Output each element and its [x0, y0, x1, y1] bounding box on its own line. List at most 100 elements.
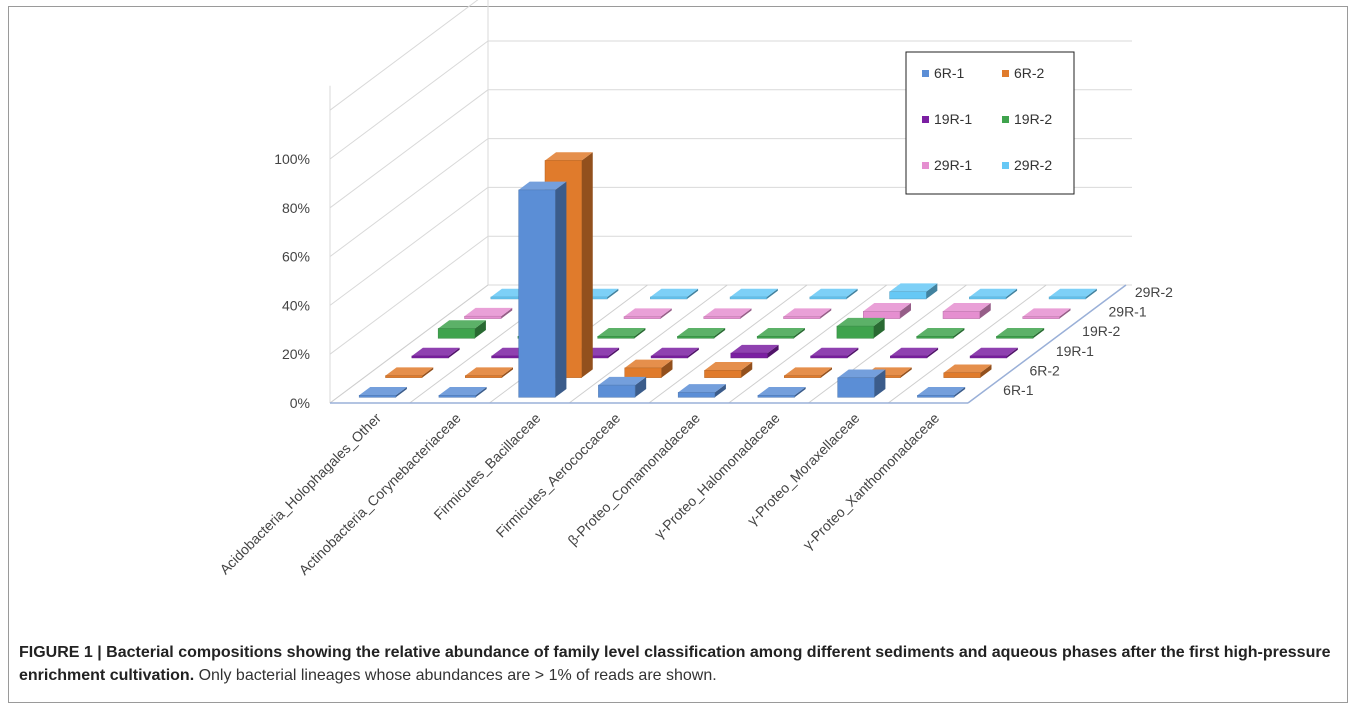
depth-tick-label: 6R-2	[1030, 363, 1061, 379]
depth-axis-labels: 6R-1 6R-2 19R-1 19R-2 29R-1 29R-2	[1003, 284, 1173, 398]
legend-label: 6R-1	[934, 65, 965, 81]
bar-side	[474, 320, 486, 339]
bar-6R-1	[518, 181, 567, 398]
bar-29R-1	[863, 303, 911, 319]
bar-side	[687, 347, 699, 358]
depth-axis-line	[967, 284, 1127, 404]
bar-29R-2	[1048, 288, 1097, 300]
bar-top	[438, 320, 486, 329]
gridline	[329, 186, 1132, 306]
bar-19R-1	[810, 347, 859, 359]
bar-side	[634, 328, 646, 339]
bar-side	[422, 367, 434, 378]
bar-6R-1	[757, 387, 806, 398]
bar-29R-2	[969, 288, 1018, 300]
bar-front	[730, 352, 768, 359]
bar-side	[927, 347, 939, 358]
bar-6R-1	[677, 384, 726, 398]
depth-tick-label: 29R-1	[1109, 304, 1147, 320]
bar-19R-2	[756, 328, 805, 339]
chart-floor	[329, 284, 1127, 404]
bar-front	[809, 296, 847, 300]
bar-front	[729, 296, 768, 300]
bar-top	[465, 367, 513, 376]
bar-front	[889, 291, 927, 300]
bar-front	[358, 395, 397, 398]
bar-front	[598, 384, 636, 398]
bar-29R-2	[729, 288, 778, 300]
y-tick-label: 80%	[282, 200, 310, 216]
bar-top	[916, 328, 965, 337]
bar-side	[501, 367, 513, 378]
legend-swatch	[1002, 70, 1009, 77]
bar-top	[704, 362, 753, 371]
bar-side	[926, 283, 938, 299]
bar-top	[943, 303, 991, 312]
bar-top	[996, 328, 1045, 337]
bar-front	[836, 325, 874, 339]
bar-top	[624, 359, 673, 368]
bar-side	[1006, 347, 1018, 358]
floor-gridline	[329, 284, 489, 404]
bar-front	[438, 395, 476, 398]
bar-top	[438, 387, 487, 396]
bar-top	[411, 347, 460, 356]
bar-top	[359, 387, 407, 396]
bar-top	[464, 307, 513, 317]
bar-side	[873, 317, 885, 339]
bar-side	[900, 367, 912, 378]
bar-front	[411, 355, 449, 359]
bar-side	[714, 328, 726, 339]
y-tick-label: 0%	[290, 395, 310, 411]
bar-front	[650, 355, 689, 359]
depth-tick-label: 19R-1	[1056, 343, 1094, 359]
floor-gridline	[568, 284, 728, 404]
bar-front	[518, 189, 556, 398]
x-tick-label: γ-Proteo_Xanthomonadaceae	[799, 410, 942, 553]
bar-top	[836, 317, 885, 327]
bar-side	[1059, 308, 1071, 319]
bar-side	[953, 328, 965, 339]
caption-title: FIGURE 1 | Bacterial compositions showin…	[19, 644, 1331, 684]
chart-legend: 6R-1 6R-2 19R-1 19R-2 29R-1 29R-2	[905, 51, 1075, 195]
legend-swatch	[922, 70, 929, 77]
bar-top	[545, 152, 593, 161]
bar-side	[1033, 328, 1045, 339]
bar-top	[890, 347, 939, 356]
bar-top	[597, 328, 646, 337]
caption-text: Only bacterial lineages whose abundances…	[194, 667, 717, 684]
bar-6R-2	[385, 367, 434, 378]
bar-side	[660, 308, 672, 319]
bar-side	[980, 364, 992, 378]
bar-side	[846, 288, 858, 299]
bar-6R-2	[704, 362, 753, 378]
bar-19R-1	[890, 347, 939, 359]
bar-top	[757, 328, 805, 337]
bar-front	[916, 336, 954, 339]
bar-6R-2	[465, 367, 513, 378]
bar-29R-1	[703, 308, 752, 319]
bar-19R-1	[411, 347, 460, 359]
bar-front	[1048, 296, 1087, 300]
bar-front	[677, 392, 716, 398]
bar-side	[741, 362, 753, 378]
chart-bars	[358, 152, 1097, 398]
x-axis-labels: Acidobacteria_Holophagales_OtherActinoba…	[216, 410, 942, 578]
bar-side	[766, 288, 778, 299]
bar-top	[703, 308, 752, 317]
floor-gridline	[648, 284, 808, 404]
bar-front	[623, 316, 661, 319]
y-tick-label: 100%	[274, 151, 310, 167]
depth-tick-label: 29R-2	[1135, 284, 1173, 300]
bar-front	[437, 328, 476, 339]
bar-6R-2	[943, 364, 992, 378]
bar-top	[889, 283, 938, 292]
bar-29R-2	[889, 283, 938, 300]
legend-label: 6R-2	[1014, 65, 1045, 81]
x-tick-label: Acidobacteria_Holophagales_Other	[216, 410, 384, 578]
bar-chart-3d: 0% 20% 40% 60% 80% 100% Acidobacteria_Holopha…	[216, 0, 1173, 578]
bar-top	[730, 344, 779, 354]
bar-front	[969, 355, 1008, 359]
bar-front	[464, 315, 502, 319]
bar-front	[465, 375, 503, 378]
